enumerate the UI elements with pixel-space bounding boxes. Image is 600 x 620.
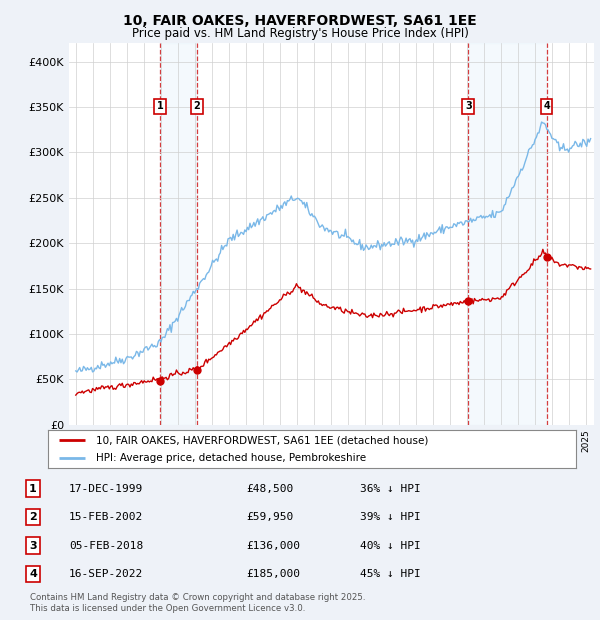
Text: 17-DEC-1999: 17-DEC-1999 [69, 484, 143, 494]
Text: £59,950: £59,950 [246, 512, 293, 522]
Text: 2: 2 [29, 512, 37, 522]
Text: 3: 3 [29, 541, 37, 551]
Text: 15-FEB-2002: 15-FEB-2002 [69, 512, 143, 522]
Text: 39% ↓ HPI: 39% ↓ HPI [360, 512, 421, 522]
Text: 2: 2 [193, 101, 200, 112]
Text: 4: 4 [543, 101, 550, 112]
Text: HPI: Average price, detached house, Pembrokeshire: HPI: Average price, detached house, Pemb… [95, 453, 365, 464]
Text: 05-FEB-2018: 05-FEB-2018 [69, 541, 143, 551]
Text: 3: 3 [465, 101, 472, 112]
Text: £48,500: £48,500 [246, 484, 293, 494]
Text: £185,000: £185,000 [246, 569, 300, 579]
Bar [160, 43, 197, 425]
Text: 1: 1 [29, 484, 37, 494]
Text: 10, FAIR OAKES, HAVERFORDWEST, SA61 1EE: 10, FAIR OAKES, HAVERFORDWEST, SA61 1EE [123, 14, 477, 28]
Text: 45% ↓ HPI: 45% ↓ HPI [360, 569, 421, 579]
Text: 36% ↓ HPI: 36% ↓ HPI [360, 484, 421, 494]
Text: Contains HM Land Registry data © Crown copyright and database right 2025.
This d: Contains HM Land Registry data © Crown c… [30, 593, 365, 613]
Text: 10, FAIR OAKES, HAVERFORDWEST, SA61 1EE (detached house): 10, FAIR OAKES, HAVERFORDWEST, SA61 1EE … [95, 435, 428, 445]
Text: 4: 4 [29, 569, 37, 579]
Text: 1: 1 [157, 101, 163, 112]
Text: 16-SEP-2022: 16-SEP-2022 [69, 569, 143, 579]
Text: £136,000: £136,000 [246, 541, 300, 551]
Text: 40% ↓ HPI: 40% ↓ HPI [360, 541, 421, 551]
Text: Price paid vs. HM Land Registry's House Price Index (HPI): Price paid vs. HM Land Registry's House … [131, 27, 469, 40]
Bar [468, 43, 547, 425]
